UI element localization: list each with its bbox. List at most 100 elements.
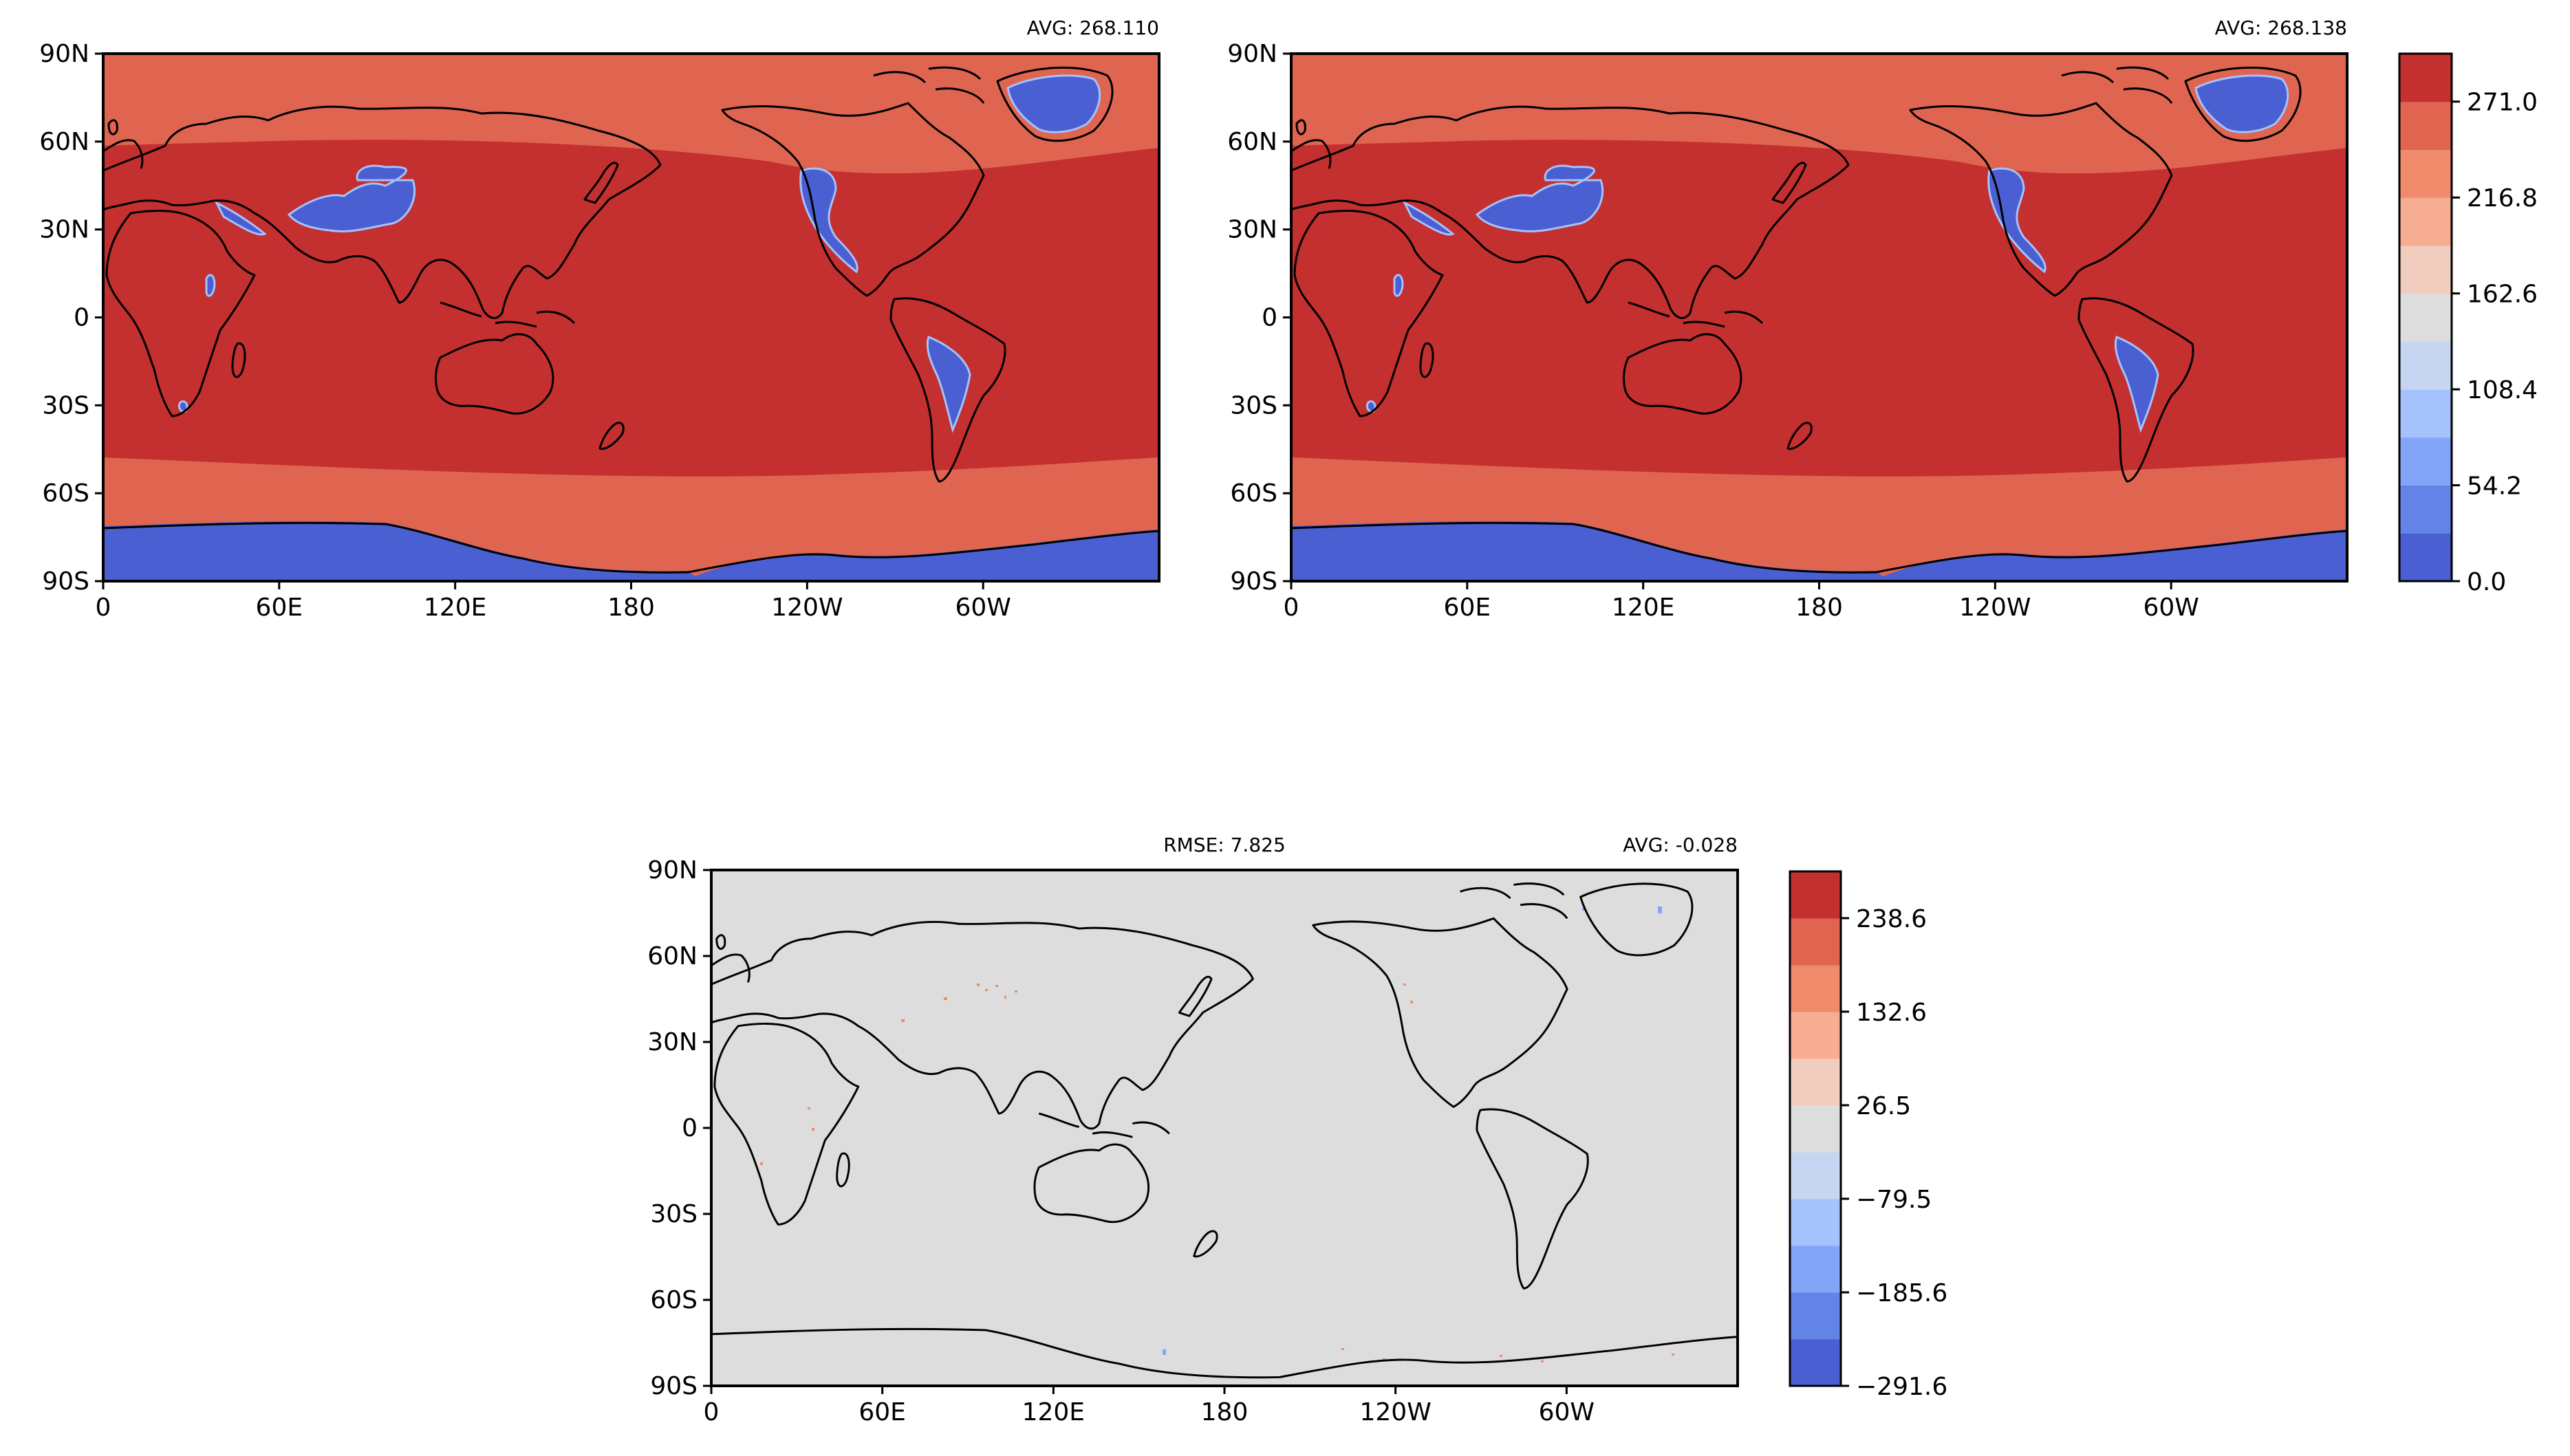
coastline-north-america [1312,917,1568,1108]
coastline-new-zealand [1193,1230,1218,1258]
coastline-greenland [2184,66,2302,142]
coastline-australia [1622,333,1742,415]
colorbar-level [1790,1199,1841,1246]
field-difference-background [711,870,1738,1386]
coastline-arctic-islands [2061,66,2173,104]
y-tick-label: 90N [647,856,698,884]
coastline-australia [434,333,554,415]
coastline-madagascar [1419,342,1434,378]
y-tick-label: 90S [1230,567,1277,596]
coastline-europe-west [1291,139,1332,169]
colorbar-tick-label: −79.5 [1856,1186,1932,1214]
coastline-north-america [721,102,985,297]
x-ticks-test: 0 60E 120E 180 120W 60W [96,581,1011,622]
field-greenland-low [2194,74,2289,133]
colorbar-difference: 238.6 132.6 26.5 −79.5 −185.6 −291.6 [1789,870,1947,1401]
colorbar-level [1790,1339,1841,1387]
colorbar-tick-label: 108.4 [2467,376,2538,404]
y-tick-label: 0 [1262,304,1277,332]
y-tick-label: 0 [74,304,89,332]
coastline-south-america [889,297,1006,483]
colorbar-level [1790,871,1841,919]
x-tick-label: 0 [1284,594,1299,622]
y-tick-label: 90N [1227,40,1277,68]
colorbar-level [2399,101,2452,150]
x-tick-label: 60E [1444,594,1491,622]
colorbar-frame [1789,870,1842,1387]
x-ticks-difference: 0 60E 120E 180 120W 60W [704,1386,1595,1426]
y-tick-label: 30S [650,1200,698,1228]
coastline-antarctica [1291,521,2347,574]
field-rockies-low [799,167,859,274]
y-tick-label: 30N [39,216,89,244]
difference-negative-speckles [1163,906,1662,1355]
coastline-greenland [1579,882,1694,957]
field-zagros-low [214,200,267,236]
y-tick-label: 30S [42,391,89,420]
y-ticks-test: 90N 60N 30N 0 30S 60S 90S [39,40,103,596]
coastline-greenland [996,66,1114,142]
colorbar-top: 271.0 216.8 162.6 108.4 54.2 0.0 [2398,52,2538,596]
x-tick-label: 180 [1795,594,1843,622]
panel-avg-label: AVG: 268.138 [2215,17,2347,39]
colorbar-level [1790,965,1841,1012]
coastline-south-america [1476,1108,1589,1290]
field-greenland-low [1006,74,1101,133]
field-north-midlat-band [1291,54,2347,174]
coastline-japan [1771,162,1807,204]
y-tick-label: 90N [39,40,89,68]
coastline-arctic-islands [873,66,985,104]
field-east-africa-low [205,274,216,297]
panel-rmse-label: RMSE: 7.825 [1163,834,1286,856]
field-zagros-low [1402,200,1455,236]
map-panel-difference: 0 60E 120E 180 120W 60W 90N 60N 30N 0 30S 60S 90S R… [647,834,1739,1426]
coastline-africa [713,1022,860,1226]
coastline-europe-west [711,953,751,983]
field-andes-low [2114,336,2159,433]
x-tick-label: 60W [955,594,1011,622]
colorbar-level [1790,918,1841,966]
map-panel-test: 0 60E 120E 180 120W 60W 90N 60N 30N 0 30S 60S 90S A… [39,17,1160,622]
colorbar-level [2399,389,2452,438]
coastline-new-zealand [598,422,625,450]
x-tick-label: 60E [859,1398,906,1426]
coastline-antarctica [103,521,1159,574]
coastline-uk [107,119,118,135]
colorbar-level [1790,1246,1841,1293]
coastline-new-zealand [1786,422,1813,450]
field-andes-low [926,336,971,433]
coastline-uk [1295,119,1306,135]
coastline-indonesia [440,301,576,328]
colorbar-level [1790,1292,1841,1340]
field-antarctica-low [103,521,1159,581]
coastline-africa [105,210,256,417]
field-rockies-low [1987,167,2047,274]
x-tick-label: 60W [1539,1398,1595,1426]
y-tick-label: 90S [650,1372,698,1400]
colorbar-level [2399,54,2452,102]
y-tick-label: 30N [1227,216,1277,244]
colorbar-tick-label: 0.0 [2467,568,2506,596]
x-tick-label: 60W [2143,594,2199,622]
colorbar-level [2399,341,2452,390]
y-ticks-difference: 90N 60N 30N 0 30S 60S 90S [647,856,711,1400]
map-panel-reference: 0 60E 120E 180 120W 60W 90N 60N 30N 0 30S 60S 90S A… [1227,17,2348,622]
colorbar-level [1790,1012,1841,1059]
colorbar-level [1790,1105,1841,1153]
coastline-antarctica [711,1327,1738,1379]
panel-avg-label: AVG: -0.028 [1623,834,1738,856]
colorbar-tick-label: 271.0 [2467,89,2538,117]
field-east-africa-low [1393,274,1404,297]
colorbar-level [2399,197,2452,246]
panel-avg-label: AVG: 268.110 [1027,17,1159,39]
x-tick-label: 120W [1959,594,2031,622]
y-tick-label: 60N [39,128,89,156]
colorbar-level [2399,149,2452,198]
x-tick-label: 0 [96,594,111,622]
x-tick-label: 60E [256,594,303,622]
x-tick-label: 120E [424,594,486,622]
coastline-north-america [1909,102,2173,297]
colorbar-tick-label: 216.8 [2467,184,2538,213]
y-tick-label: 60S [1230,479,1277,508]
